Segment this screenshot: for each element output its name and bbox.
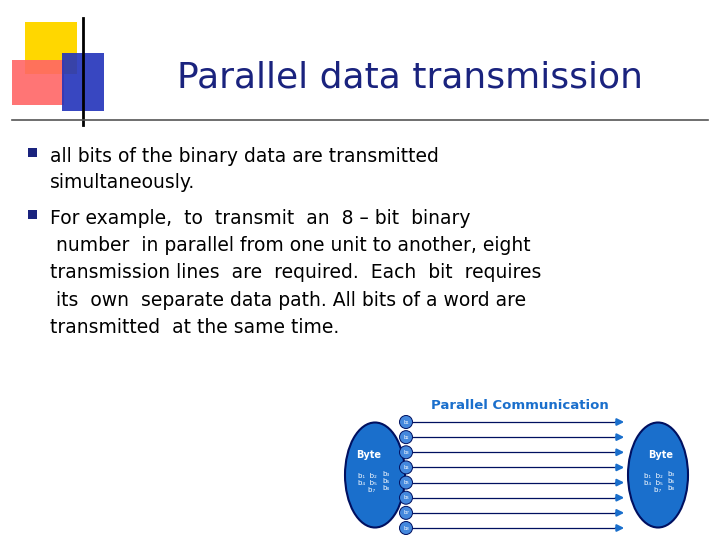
Bar <box>28 148 37 157</box>
Text: b₇: b₇ <box>403 510 409 515</box>
Text: b₅: b₅ <box>403 480 409 485</box>
Text: For example,  to  transmit  an  8 – bit  binary
 number  in parallel from one un: For example, to transmit an 8 – bit bina… <box>50 209 541 337</box>
Circle shape <box>400 507 413 519</box>
Ellipse shape <box>628 422 688 528</box>
Circle shape <box>400 461 413 474</box>
Text: Byte: Byte <box>356 450 382 460</box>
Circle shape <box>400 476 413 489</box>
Text: b₄: b₄ <box>403 465 409 470</box>
Text: b₂: b₂ <box>403 435 409 440</box>
Bar <box>62 53 104 111</box>
Text: Byte: Byte <box>649 450 673 460</box>
Circle shape <box>400 522 413 535</box>
Text: b₃: b₃ <box>403 450 409 455</box>
Text: b₃
b₆
b₈: b₃ b₆ b₈ <box>382 471 390 491</box>
Text: Parallel Communication: Parallel Communication <box>431 399 609 412</box>
Ellipse shape <box>345 422 405 528</box>
Bar <box>12 60 64 105</box>
Text: all bits of the binary data are transmitted
simultaneously.: all bits of the binary data are transmit… <box>50 147 439 192</box>
Text: b₁  b₂
b₄  b₅
    b₇: b₁ b₂ b₄ b₅ b₇ <box>644 473 662 493</box>
Text: b₁: b₁ <box>403 420 409 424</box>
Circle shape <box>400 446 413 459</box>
Bar <box>25 22 77 74</box>
Circle shape <box>400 491 413 504</box>
Bar <box>28 210 37 219</box>
Circle shape <box>400 415 413 429</box>
Circle shape <box>400 430 413 444</box>
Text: b₈: b₈ <box>403 525 409 530</box>
Text: b₆: b₆ <box>403 495 409 500</box>
Text: Parallel data transmission: Parallel data transmission <box>177 61 643 95</box>
Text: b₃
b₆
b₈: b₃ b₆ b₈ <box>667 471 675 491</box>
Text: b₁  b₂
b₄  b₅
    b₇: b₁ b₂ b₄ b₅ b₇ <box>358 473 377 493</box>
